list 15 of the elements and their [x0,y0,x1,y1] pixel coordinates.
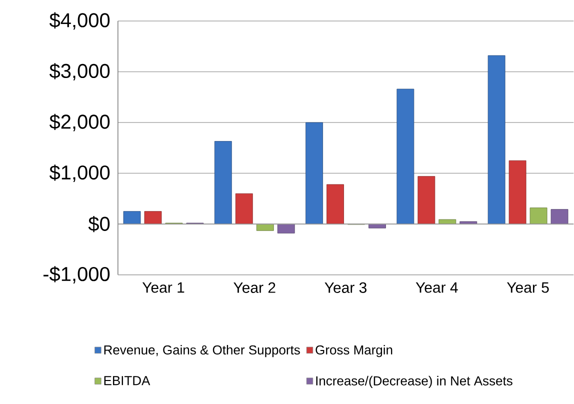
legend-label: EBITDA [104,376,150,386]
y-tick-label: $1,000 [49,164,110,182]
y-tick-label: -$1,000 [44,266,110,284]
x-tick-label: Year 4 [416,282,458,293]
legend-label: Gross Margin [316,345,392,358]
x-tick-label: Year 5 [506,282,549,293]
legend-label: Revenue, Gains & Other Supports [104,345,300,358]
y-tick-label: $0 [88,216,110,232]
y-tick-label: $4,000 [49,12,110,30]
y-tick-label: $3,000 [49,63,110,81]
legend-label: Increase/(Decrease) in Net Assets [316,376,512,388]
x-tick-label: Year 1 [142,282,184,293]
y-tick-label: $2,000 [49,114,110,132]
x-tick-label: Year 3 [324,282,366,294]
x-tick-label: Year 2 [234,282,276,294]
